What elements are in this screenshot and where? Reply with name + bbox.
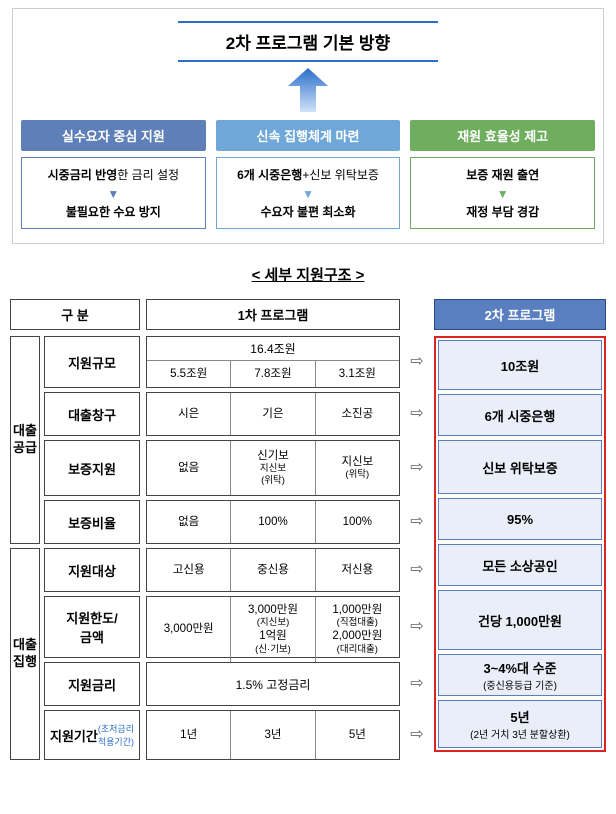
first-body: 16.4조원5.5조원7.8조원3.1조원시은기은소진공없음신기보지신보(위탁)… (146, 336, 400, 760)
gubun-body: 대출공급지원규모대출창구보증지원보증비율대출집행지원대상지원한도/금액지원금리지… (10, 336, 140, 760)
gubun-side-label: 대출집행 (10, 548, 40, 760)
arrow-up-icon (283, 68, 333, 112)
first-cell: 3,000만원 (147, 597, 230, 662)
pillar-1: 신속 집행체계 마련 6개 시중은행+신보 위탁보증 ▼ 수요자 불편 최소화 (216, 120, 401, 229)
pillar-line1: 보증 재원 출연 (415, 166, 590, 183)
arrow-right-icon: ⇨ (406, 335, 428, 387)
col-header-first: 1차 프로그램 (146, 299, 400, 330)
second-cell: 3~4%대 수준(중신용등급 기준) (438, 654, 602, 696)
arrow-right-icon: ⇨ (406, 391, 428, 435)
first-cell: 기은 (230, 393, 314, 435)
second-body: 10조원6개 시중은행신보 위탁보증95%모든 소상공인건당 1,000만원3~… (434, 336, 606, 752)
first-cell: 7.8조원 (230, 361, 314, 387)
pillar-0: 실수요자 중심 지원 시중금리 반영한 금리 설정 ▼ 불필요한 수요 방지 (21, 120, 206, 229)
arrow-right-icon: ⇨ (406, 439, 428, 495)
first-cell: 저신용 (315, 549, 399, 591)
gubun-cell: 지원한도/금액 (44, 596, 140, 658)
pillar-line2: 수요자 불편 최소화 (221, 203, 396, 220)
first-cell: 100% (315, 501, 399, 543)
gubun-cells: 지원규모대출창구보증지원보증비율 (44, 336, 140, 544)
pillar-2: 재원 효율성 제고 보증 재원 출연 ▼ 재정 부담 경감 (410, 120, 595, 229)
first-row: 16.4조원5.5조원7.8조원3.1조원 (146, 336, 400, 388)
gubun-cell: 대출창구 (44, 392, 140, 436)
arrow-down-icon: ▼ (415, 187, 590, 201)
first-cell: 5.5조원 (147, 361, 230, 387)
comparison-table: 구 분 대출공급지원규모대출창구보증지원보증비율대출집행지원대상지원한도/금액지… (0, 299, 616, 774)
arrow-right-icon: ⇨ (406, 547, 428, 591)
pillar-line2: 불필요한 수요 방지 (26, 203, 201, 220)
second-cell: 95% (438, 498, 602, 540)
first-row: 고신용중신용저신용 (146, 548, 400, 592)
first-cell: 없음 (147, 501, 230, 543)
pillar-line2: 재정 부담 경감 (415, 203, 590, 220)
arrow-right-icon: ⇨ (406, 499, 428, 543)
section-heading: < 세부 지원구조 > (0, 264, 616, 285)
first-cell: 지신보(위탁) (315, 441, 399, 495)
first-row: 없음100%100% (146, 500, 400, 544)
gubun-cell: 지원대상 (44, 548, 140, 592)
pillar-title: 실수요자 중심 지원 (21, 120, 206, 151)
first-row: 1년3년5년 (146, 710, 400, 760)
col-arrow: ⇨⇨⇨⇨⇨⇨⇨⇨ (406, 299, 428, 760)
second-cell: 모든 소상공인 (438, 544, 602, 586)
first-row: 시은기은소진공 (146, 392, 400, 436)
gubun-side-label: 대출공급 (10, 336, 40, 544)
first-cell: 3년 (230, 711, 314, 759)
main-title: 2차 프로그램 기본 방향 (178, 21, 438, 62)
gubun-group: 대출집행지원대상지원한도/금액지원금리지원기간(초저금리적용기간) (10, 548, 140, 760)
pillar-title: 신속 집행체계 마련 (216, 120, 401, 151)
gubun-cell: 지원규모 (44, 336, 140, 388)
first-cell: 100% (230, 501, 314, 543)
second-cell: 6개 시중은행 (438, 394, 602, 436)
first-cell: 시은 (147, 393, 230, 435)
gubun-cell: 보증지원 (44, 440, 140, 496)
arrow-right-icon: ⇨ (406, 595, 428, 657)
first-cell: 3.1조원 (315, 361, 399, 387)
first-cell: 신기보지신보(위탁) (230, 441, 314, 495)
first-cell: 1,000만원(직접대출)2,000만원(대리대출) (315, 597, 399, 662)
first-cell: 중신용 (230, 549, 314, 591)
col-header-gubun: 구 분 (10, 299, 140, 330)
first-row: 3,000만원3,000만원(지신보)1억원(신·기보)1,000만원(직접대출… (146, 596, 400, 658)
col-header-second: 2차 프로그램 (434, 299, 606, 330)
pillar-box: 시중금리 반영한 금리 설정 ▼ 불필요한 수요 방지 (21, 157, 206, 229)
first-cell: 3,000만원(지신보)1억원(신·기보) (230, 597, 314, 662)
first-cell: 고신용 (147, 549, 230, 591)
gubun-cell: 지원기간(초저금리적용기간) (44, 710, 140, 760)
arrow-down-icon: ▼ (221, 187, 396, 201)
first-cell: 소진공 (315, 393, 399, 435)
first-cell: 5년 (315, 711, 399, 759)
col-first: 1차 프로그램 16.4조원5.5조원7.8조원3.1조원시은기은소진공없음신기… (146, 299, 400, 760)
pillar-line1: 6개 시중은행+신보 위탁보증 (221, 166, 396, 183)
col-gubun: 구 분 대출공급지원규모대출창구보증지원보증비율대출집행지원대상지원한도/금액지… (10, 299, 140, 760)
arrow-right-icon: ⇨ (406, 709, 428, 759)
arrow-body: ⇨⇨⇨⇨⇨⇨⇨⇨ (406, 335, 428, 759)
second-cell: 10조원 (438, 340, 602, 390)
pillars-row: 실수요자 중심 지원 시중금리 반영한 금리 설정 ▼ 불필요한 수요 방지 신… (21, 120, 595, 229)
first-cell: 1년 (147, 711, 230, 759)
col-second: 2차 프로그램 10조원6개 시중은행신보 위탁보증95%모든 소상공인건당 1… (434, 299, 606, 760)
second-cell: 신보 위탁보증 (438, 440, 602, 494)
first-row: 없음신기보지신보(위탁)지신보(위탁) (146, 440, 400, 496)
second-cell: 건당 1,000만원 (438, 590, 602, 650)
pillar-box: 6개 시중은행+신보 위탁보증 ▼ 수요자 불편 최소화 (216, 157, 401, 229)
gubun-cell: 지원금리 (44, 662, 140, 706)
pillar-title: 재원 효율성 제고 (410, 120, 595, 151)
first-cell: 없음 (147, 441, 230, 495)
gubun-group: 대출공급지원규모대출창구보증지원보증비율 (10, 336, 140, 544)
pillar-box: 보증 재원 출연 ▼ 재정 부담 경감 (410, 157, 595, 229)
gubun-cell: 보증비율 (44, 500, 140, 544)
spacer (406, 299, 428, 329)
arrow-down-icon: ▼ (26, 187, 201, 201)
second-cell: 5년(2년 거치 3년 분할상환) (438, 700, 602, 748)
gubun-cells: 지원대상지원한도/금액지원금리지원기간(초저금리적용기간) (44, 548, 140, 760)
first-row: 1.5% 고정금리 (146, 662, 400, 706)
top-diagram: 2차 프로그램 기본 방향 실수요자 중심 지원 시중금리 반영한 금리 설정 … (12, 8, 604, 244)
arrow-right-icon: ⇨ (406, 661, 428, 705)
pillar-line1: 시중금리 반영한 금리 설정 (26, 166, 201, 183)
